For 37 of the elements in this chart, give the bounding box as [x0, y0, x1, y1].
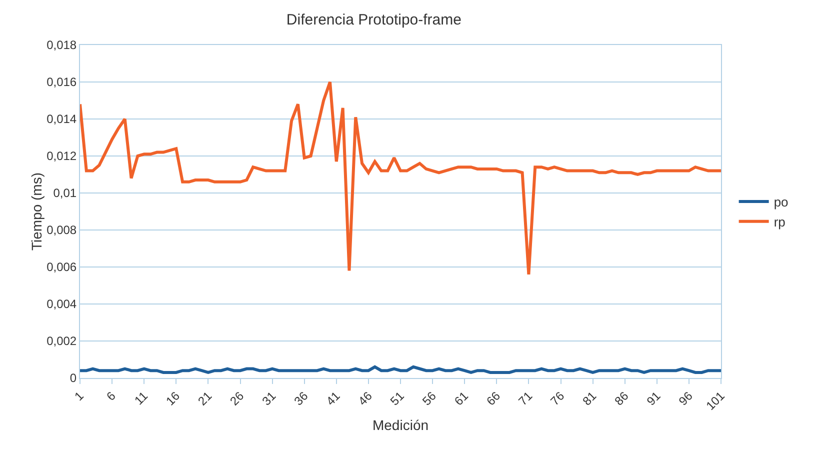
- x-tick-label: 101: [703, 388, 728, 413]
- line-series: [80, 80, 721, 276]
- x-tick-label: 41: [323, 388, 343, 408]
- y-axis-title: Tiempo (ms): [28, 172, 45, 251]
- x-tick-label: 21: [195, 388, 215, 408]
- y-tick-label: 0,018: [46, 38, 77, 52]
- y-tick-label: 0,006: [46, 260, 77, 274]
- y-tick-label: 0,014: [46, 112, 77, 126]
- x-tick-label: 51: [388, 388, 408, 408]
- x-tick-label: 31: [259, 388, 279, 408]
- y-tick-label: 0,002: [46, 334, 77, 348]
- x-tick-label: 6: [104, 388, 119, 404]
- y-tick-label: 0,012: [46, 149, 77, 164]
- x-tick-label: 61: [452, 388, 472, 408]
- x-tick-label: 1: [72, 388, 87, 404]
- x-tick-label: 26: [227, 388, 247, 408]
- x-tick-label: 91: [644, 388, 664, 408]
- x-tick-label: 11: [132, 388, 151, 408]
- x-axis-title: Medición: [372, 417, 429, 433]
- y-tick-label: 0: [70, 371, 77, 386]
- x-tick-label: 86: [612, 388, 632, 408]
- y-tick-label: 0,016: [46, 75, 77, 90]
- chart-title: Diferencia Prototipo-frame: [286, 12, 462, 29]
- x-tick-label: 46: [355, 388, 376, 408]
- y-tick-label: 0,008: [46, 223, 77, 238]
- x-tick-label: 36: [291, 388, 311, 408]
- x-tick-label: 71: [516, 388, 536, 408]
- x-tick-label: 81: [580, 388, 600, 408]
- x-tick-label: 96: [676, 388, 696, 408]
- x-tick-label: 56: [420, 388, 440, 408]
- legend-label: rp: [774, 214, 786, 230]
- x-tick-label: 16: [163, 388, 183, 408]
- x-tick-label: 66: [484, 388, 504, 408]
- x-tick-label: 76: [548, 388, 568, 408]
- legend-label: po: [774, 194, 788, 210]
- y-tick-label: 0,004: [46, 297, 77, 312]
- y-tick-label: 0,01: [53, 186, 77, 200]
